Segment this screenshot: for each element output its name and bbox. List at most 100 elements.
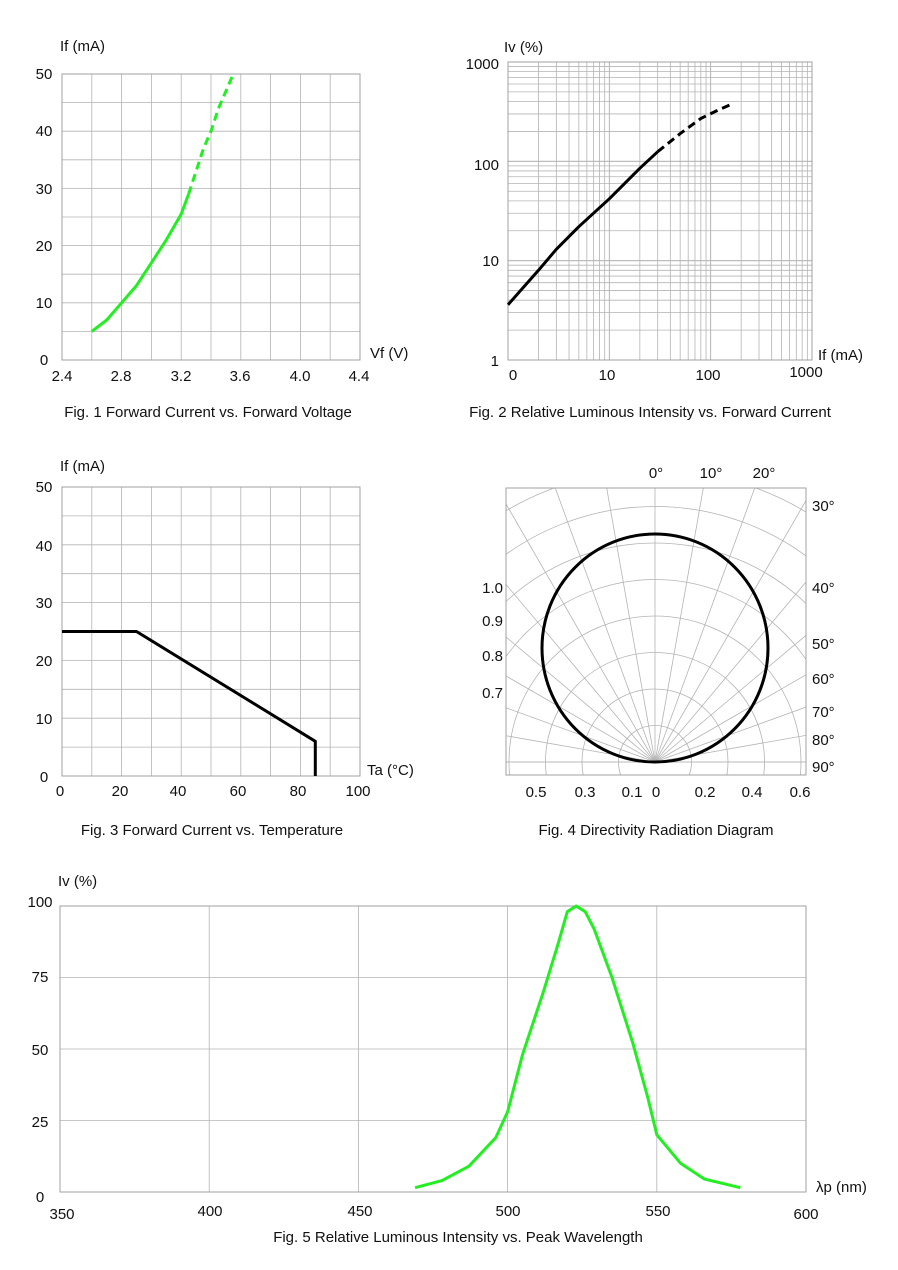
fig4-angle-label: 70° [812,704,835,721]
fig5-y-ticks: 0 25 50 75 100 [27,894,52,1206]
fig2-y-tick: 10 [482,253,499,270]
fig2-y-ticks: 1 10 100 1000 [466,56,499,370]
fig2-series-measured [506,150,659,306]
fig4-grid-spoke [654,734,806,763]
fig1-frame [61,73,361,361]
fig4-angle-label: 10° [700,465,723,482]
fig2-y-label: Iv (%) [504,39,543,56]
fig3-x-tick: 20 [112,783,129,800]
fig4-grid-spoke [506,675,656,763]
fig1-grid [62,74,360,360]
fig5-x-tick: 400 [197,1203,222,1220]
fig4-x-label: 0.3 [575,784,596,801]
fig5-x-tick: 600 [793,1206,818,1223]
fig2-x-tick: 0 [509,367,517,384]
fig4-radial-label: 1.0 [482,580,503,597]
fig3-y-tick: 0 [40,769,48,786]
fig4-radial-label: 0.8 [482,648,503,665]
fig4-x-label: 0.4 [742,784,763,801]
fig4-caption: Fig. 4 Directivity Radiation Diagram [538,822,773,839]
fig4-angle-label: 0° [649,465,663,482]
fig1-y-tick: 40 [36,123,53,140]
fig3-y-label: If (mA) [60,458,105,475]
fig1-series [90,73,235,333]
fig4-grid-spoke [654,706,806,763]
fig1-series-measured [90,193,191,333]
fig4-grid-spoke [654,499,806,763]
fig5-x-tick: 500 [495,1203,520,1220]
fig3-y-tick: 30 [36,595,53,612]
fig2-y-tick: 1000 [466,56,499,73]
fig3-y-tick: 50 [36,479,53,496]
fig1-x-tick: 2.8 [111,368,132,385]
fig5-grid [60,906,806,1192]
fig3-x-ticks: 0 20 40 60 80 100 [56,783,371,800]
fig1-y-tick: 30 [36,181,53,198]
fig4-radiation-pattern [540,532,770,764]
fig4-angle-label: 80° [812,732,835,749]
fig1-x-tick: 2.4 [52,368,73,385]
fig4-x-labels: 0.5 0.3 0.1 0 0.2 0.4 0.6 [526,784,811,801]
fig1-y-tick: 0 [40,352,48,369]
fig2-frame [507,61,813,361]
fig4-grid-spoke [606,488,656,763]
fig5-y-tick: 0 [36,1189,44,1206]
fig2-y-tick: 100 [474,157,499,174]
fig4-angle-label: 60° [812,671,835,688]
fig4-radial-label: 0.9 [482,613,503,630]
fig1-series-extrapolated [187,73,235,195]
fig4-grid-spoke [506,583,656,763]
fig4-grid-spoke [654,674,806,763]
fig1-x-tick: 4.4 [349,368,370,385]
fig4-grid-spoke [506,636,656,763]
fig4-grid-spoke [506,707,656,763]
fig2-chart: 1 10 100 1000 0 10 100 1000 Iv (%) If (m… [466,39,863,421]
fig3-x-tick: 80 [290,783,307,800]
fig5-x-tick: 550 [645,1203,670,1220]
fig4-x-label: 0.6 [790,784,811,801]
fig2-x-tick: 100 [695,367,720,384]
fig3-grid [62,487,360,776]
fig1-y-tick: 50 [36,66,53,83]
fig1-x-tick: 3.2 [171,368,192,385]
fig4-x-label: 0.5 [526,784,547,801]
fig1-x-label: Vf (V) [370,345,408,362]
fig3-y-tick: 10 [36,711,53,728]
fig3-x-tick: 60 [230,783,247,800]
fig4-angle-labels: 0° 10° 20° 30° 40° 50° 60° 70° 80° 90° [649,465,835,776]
fig3-y-tick: 40 [36,538,53,555]
fig2-x-ticks: 0 10 100 1000 [509,364,823,384]
fig2-series-extrapolated [656,102,732,153]
fig5-x-label: λp (nm) [816,1179,867,1196]
fig1-y-tick: 10 [36,295,53,312]
fig3-series [62,630,317,776]
fig1-chart: 2.4 2.8 3.2 3.6 4.0 4.4 0 10 20 30 40 50… [36,38,409,421]
fig5-x-tick: 450 [347,1203,372,1220]
fig1-y-ticks: 0 10 20 30 40 50 [36,66,53,369]
fig1-x-tick: 4.0 [290,368,311,385]
fig4-radial-label: 0.7 [482,685,503,702]
fig4-chart: 0° 10° 20° 30° 40° 50° 60° 70° 80° 90° 1… [482,465,835,839]
fig3-y-tick: 20 [36,653,53,670]
fig4-grid-spoke [654,488,704,763]
fig4-angle-label: 90° [812,759,835,776]
fig5-y-tick: 50 [32,1042,49,1059]
fig5-y-tick: 75 [32,969,49,986]
fig3-x-tick: 100 [345,783,370,800]
fig3-series-derating [62,630,317,776]
fig4-angle-label: 30° [812,498,835,515]
fig1-caption: Fig. 1 Forward Current vs. Forward Volta… [64,404,352,421]
fig4-grid-spoke [654,581,806,763]
fig1-x-ticks: 2.4 2.8 3.2 3.6 4.0 4.4 [52,368,370,385]
fig1-y-label: If (mA) [60,38,105,55]
fig1-y-tick: 20 [36,238,53,255]
fig3-chart: 0 10 20 30 40 50 0 20 40 60 80 100 If (m… [36,458,414,839]
fig5-series-spectrum [414,904,741,1190]
fig5-chart: 0 25 50 75 100 350 400 450 500 550 600 I… [27,873,866,1246]
fig4-angle-label: 50° [812,636,835,653]
fig5-y-tick: 100 [27,894,52,911]
fig2-caption: Fig. 2 Relative Luminous Intensity vs. F… [469,404,832,421]
fig4-x-label: 0 [652,784,660,801]
fig3-x-label: Ta (°C) [367,762,414,779]
